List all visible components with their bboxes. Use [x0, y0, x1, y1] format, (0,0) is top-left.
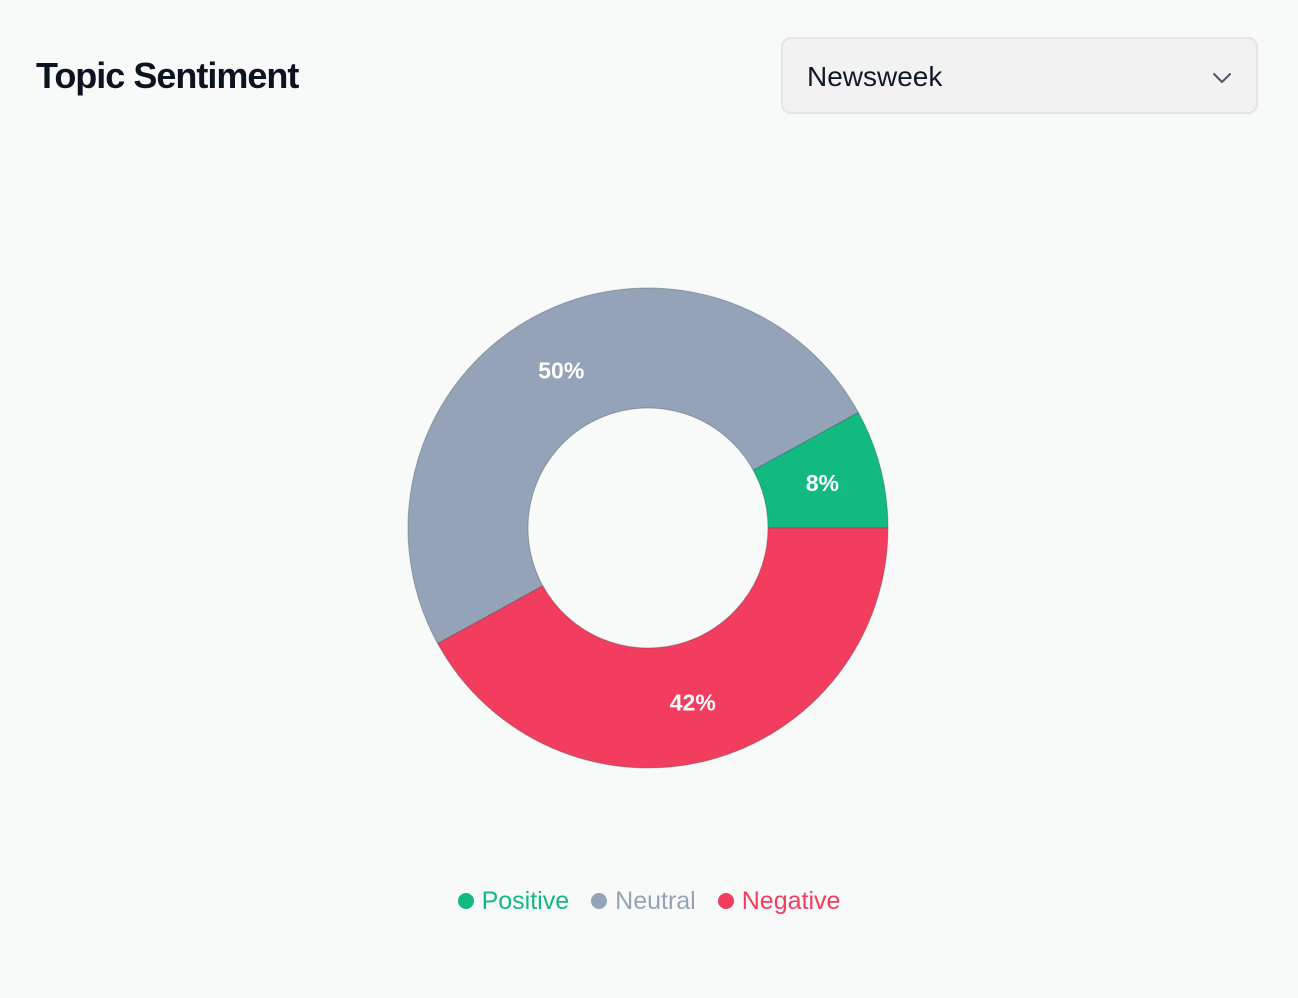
page-title: Topic Sentiment	[36, 55, 299, 96]
legend-dot-icon	[717, 893, 734, 909]
legend-label: Neutral	[615, 887, 696, 915]
legend-label: Positive	[481, 887, 570, 915]
source-select-value: Newsweek	[807, 61, 943, 92]
slice-label-neutral: 50%	[538, 357, 584, 383]
chevron-down-icon	[1213, 73, 1231, 83]
legend-item-neutral[interactable]: Neutral	[591, 884, 696, 918]
slice-label-positive: 8%	[806, 470, 839, 496]
donut-slice-positive[interactable]	[752, 411, 889, 529]
donut-slice-negative[interactable]	[437, 527, 889, 769]
legend-item-negative[interactable]: Negative	[717, 884, 841, 918]
legend-label: Negative	[741, 887, 841, 915]
legend-item-positive[interactable]: Positive	[457, 884, 570, 918]
donut-slice-neutral[interactable]	[407, 287, 859, 645]
slice-label-negative: 42%	[670, 689, 716, 715]
chart-legend: Positive Neutral Negative	[0, 884, 1298, 918]
source-select[interactable]: Newsweek	[781, 37, 1258, 114]
legend-dot-icon	[591, 893, 608, 909]
legend-dot-icon	[457, 893, 474, 909]
